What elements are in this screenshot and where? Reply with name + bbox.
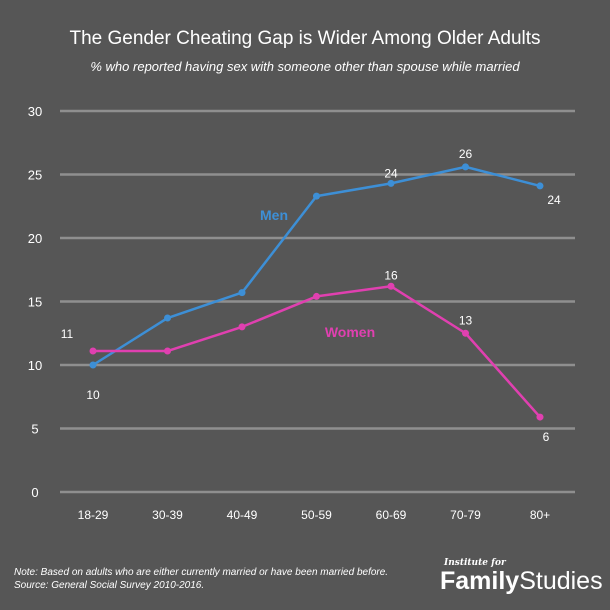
note-line: Note: Based on adults who are either cur… [14, 567, 389, 578]
y-tick-label: 20 [28, 231, 42, 246]
x-tick-label: 18-29 [78, 508, 109, 522]
women-point [89, 347, 97, 355]
data-label: 11 [61, 327, 74, 341]
x-tick-label: 70-79 [450, 508, 481, 522]
women-point [164, 347, 171, 355]
x-tick-label: 40-49 [227, 508, 258, 522]
x-tick-label: 30-39 [152, 508, 183, 522]
data-label: 24 [547, 193, 561, 207]
y-tick-label: 5 [31, 422, 38, 437]
women-line [93, 285, 541, 418]
women-point [536, 413, 544, 421]
logo-small-text: Institute for [444, 558, 506, 568]
men-point [89, 361, 97, 369]
x-tick-label: 60-69 [376, 508, 407, 522]
data-label: 26 [459, 147, 473, 161]
series-label: Men [260, 207, 288, 223]
men-point [164, 314, 171, 322]
data-label: 6 [543, 430, 550, 444]
source-note: Note: Based on adults who are either cur… [14, 566, 388, 592]
women-point [238, 323, 246, 331]
data-label: 10 [86, 388, 100, 402]
logo-main-text: FamilyStudies [440, 568, 603, 594]
data-label: 13 [459, 313, 473, 327]
logo-studies-text: Studies [519, 567, 603, 595]
men-point [387, 179, 395, 187]
men-point [238, 289, 246, 297]
y-tick-label: 10 [28, 358, 42, 373]
women-point [462, 329, 469, 337]
chart-title: The Gender Cheating Gap is Wider Among O… [69, 28, 541, 49]
chart-subtitle: % who reported having sex with someone o… [90, 59, 520, 74]
series-label: Women [325, 324, 375, 340]
women-point [313, 292, 320, 300]
y-tick-label: 25 [28, 168, 42, 183]
men-point [313, 192, 320, 200]
source-line: Source: General Social Survey 2010-2016. [14, 580, 205, 591]
men-point [536, 182, 544, 190]
institute-logo: Institute for FamilyStudies [440, 558, 603, 594]
data-label: 24 [384, 166, 398, 180]
men-point [462, 163, 469, 171]
y-tick-label: 0 [31, 485, 38, 500]
x-tick-label: 50-59 [301, 508, 332, 522]
y-tick-label: 15 [28, 295, 42, 310]
y-tick-label: 30 [28, 104, 42, 119]
x-tick-label: 80+ [530, 508, 550, 522]
women-point [387, 282, 395, 290]
data-label: 16 [384, 268, 398, 282]
logo-family-text: Family [440, 567, 520, 595]
